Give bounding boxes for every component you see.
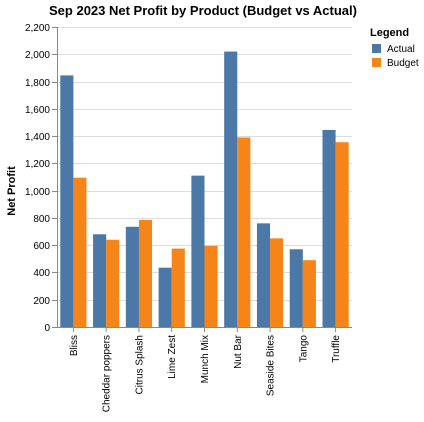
bar-budget [171, 248, 185, 327]
chart-title: Sep 2023 Net Profit by Product (Budget v… [49, 3, 357, 18]
bar-budget [302, 260, 316, 327]
bars [60, 51, 349, 328]
bar-budget [204, 245, 218, 327]
bar-actual [256, 223, 271, 327]
bar-actual [289, 249, 303, 327]
y-tick-label: 1,800 [25, 78, 50, 89]
x-tick-label: Nut Bar [233, 334, 244, 369]
x-tick-label: Bliss [69, 335, 80, 356]
bar-actual [224, 51, 238, 328]
legend-title: Legend [370, 27, 409, 39]
y-tick-label: 1,400 [25, 132, 50, 143]
legend-swatch-budget [372, 58, 381, 67]
y-tick-label: 200 [33, 296, 50, 307]
y-tick-label: 400 [33, 268, 50, 279]
bar-budget [138, 219, 153, 327]
y-tick-label: 1,200 [25, 159, 50, 170]
bar-actual [322, 129, 336, 327]
y-tick-label: 1,000 [25, 187, 50, 198]
bar-actual [93, 234, 107, 327]
y-tick-label: 2,000 [25, 50, 50, 61]
bar-actual [125, 226, 139, 327]
y-tick-label: 0 [44, 323, 50, 334]
x-tick-label: Seaside Bites [266, 335, 277, 396]
x-tick-label: Tango [298, 335, 309, 363]
bar-budget [73, 177, 87, 327]
y-tick-label: 600 [33, 241, 50, 252]
bar-budget [237, 137, 251, 327]
y-tick-label: 1,600 [25, 105, 50, 116]
bar-budget [335, 142, 349, 327]
x-tick-label: Truffle [331, 335, 342, 363]
bar-actual [191, 175, 205, 327]
legend-label-actual: Actual [387, 44, 415, 55]
bar-budget [270, 238, 284, 327]
axes: 0 200 400 600 800 1,000 1,200 1,400 1,600 1,800 2,… [25, 23, 352, 412]
legend-label-budget: Budget [387, 58, 419, 69]
y-tick-label: 2,200 [25, 23, 50, 34]
legend: Legend Actual Budget [370, 27, 419, 69]
x-tick-label: Citrus Splash [134, 335, 145, 394]
bar-actual [60, 75, 74, 327]
x-tick-label: Munch Mix [200, 335, 211, 383]
bar-actual [158, 267, 172, 327]
bar-budget [106, 239, 120, 327]
x-tick-label: Cheddar poppers [102, 335, 113, 412]
legend-swatch-actual [372, 44, 381, 53]
y-tick-label: 800 [33, 214, 50, 225]
x-tick-label: Lime Zest [167, 335, 178, 379]
y-axis-title: Net Profit [6, 166, 18, 216]
